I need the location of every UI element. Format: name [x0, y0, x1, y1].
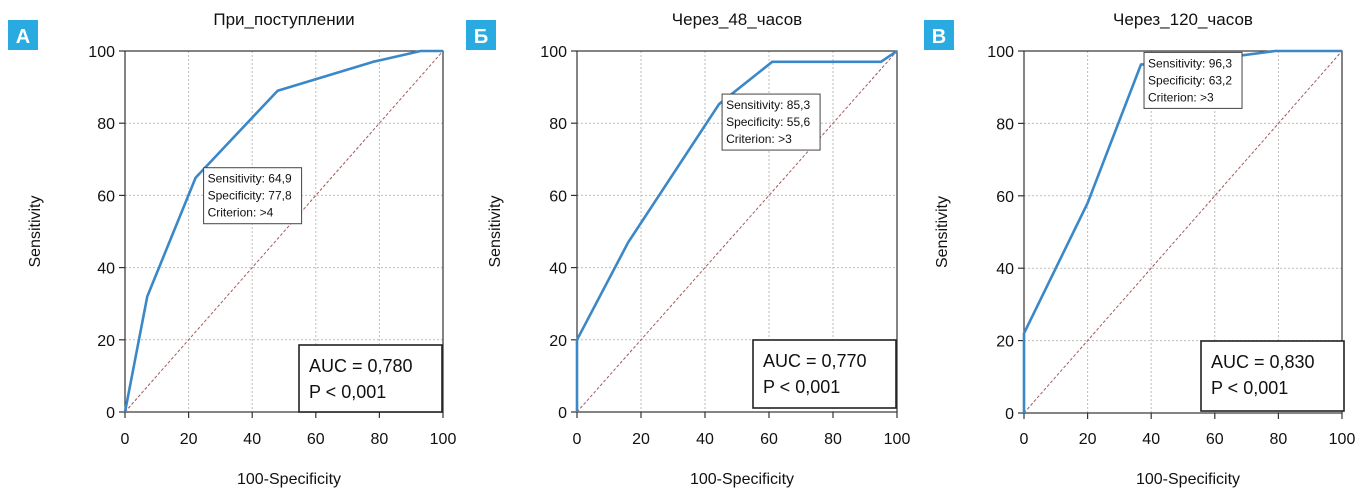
roc-curve	[1022, 49, 1342, 413]
y-tick-label: 40	[996, 261, 1014, 278]
plot-frame	[1023, 50, 1343, 414]
x-tick-label: 40	[696, 431, 714, 448]
y-tick-label: 60	[549, 188, 567, 205]
y-tick-label: 80	[549, 116, 567, 133]
cutoff-annotation-text: Sensitivity: 96,3	[1148, 56, 1232, 70]
reference-diagonal-line	[124, 50, 444, 413]
y-tick-label: 40	[97, 261, 115, 278]
auc-box	[298, 344, 443, 413]
x-axis-label: 100-Specificity	[1136, 471, 1240, 488]
x-tick-label: 60	[760, 431, 778, 448]
auc-stat-text: AUC = 0,780	[309, 356, 413, 376]
cutoff-annotation-text: Criterion: >4	[208, 206, 274, 220]
auc-box	[1200, 340, 1345, 412]
y-tick-label: 100	[540, 44, 567, 61]
x-tick-label: 0	[573, 431, 582, 448]
panel-letter: В	[932, 26, 946, 48]
reference-diagonal-line	[576, 50, 898, 413]
y-axis-label: Sensitivity	[934, 196, 951, 268]
x-axis-label: 100-Specificity	[237, 471, 341, 488]
cutoff-annotation-box	[1143, 51, 1243, 109]
cutoff-annotation-text: Criterion: >3	[1148, 90, 1214, 104]
chart-title: При_поступлении	[213, 10, 354, 29]
y-tick-label: 40	[549, 261, 567, 278]
y-tick-label: 0	[1005, 406, 1014, 423]
y-tick-label: 100	[88, 44, 115, 61]
x-tick-label: 0	[1020, 431, 1029, 448]
plot-frame	[124, 50, 444, 413]
plot-frame	[576, 50, 898, 413]
auc-stat-text: P < 0,001	[1211, 378, 1288, 398]
panel-badge	[924, 20, 954, 50]
y-tick-label: 20	[97, 333, 115, 350]
cutoff-annotation-box	[721, 93, 821, 151]
y-tick-label: 0	[558, 405, 567, 422]
y-tick-label: 80	[97, 116, 115, 133]
y-tick-label: 100	[987, 44, 1014, 61]
panel-badge	[466, 20, 496, 50]
x-tick-label: 60	[1206, 431, 1224, 448]
cutoff-annotation-box	[203, 167, 303, 225]
y-axis-label: Sensitivity	[487, 195, 504, 267]
cutoff-annotation-text: Specificity: 77,8	[208, 189, 292, 203]
y-tick-label: 0	[106, 405, 115, 422]
x-tick-label: 80	[1270, 431, 1288, 448]
x-tick-label: 0	[121, 431, 130, 448]
x-tick-label: 100	[430, 431, 457, 448]
x-tick-label: 80	[371, 431, 389, 448]
y-tick-label: 80	[996, 116, 1014, 133]
roc-curve	[123, 49, 443, 413]
y-tick-label: 20	[996, 334, 1014, 351]
y-tick-label: 60	[996, 189, 1014, 206]
x-tick-label: 20	[1079, 431, 1097, 448]
chart-panel: А При_поступлении 0 20 40 60 80 100 0 20 40 60 80 100…	[8, 10, 456, 488]
y-tick-label: 60	[97, 188, 115, 205]
panel-letter: А	[16, 26, 30, 48]
y-axis-label: Sensitivity	[27, 195, 44, 267]
chart-panel: В Через_120_часов 0 20 40 60 80 100 0 20 40 60 80 100…	[924, 10, 1355, 488]
auc-stat-text: AUC = 0,830	[1211, 352, 1315, 372]
auc-stat-text: P < 0,001	[763, 377, 840, 397]
cutoff-annotation-text: Sensitivity: 85,3	[726, 98, 810, 112]
chart-panel: Б Через_48_часов 0 20 40 60 80 100 0 20 40 60 80 100 1…	[466, 10, 910, 488]
x-tick-label: 80	[824, 431, 842, 448]
panel-letter: Б	[474, 26, 488, 48]
x-tick-label: 20	[632, 431, 650, 448]
y-tick-label: 20	[549, 333, 567, 350]
x-tick-label: 100	[884, 431, 911, 448]
chart-title: Через_48_часов	[672, 10, 802, 29]
auc-box	[752, 339, 897, 409]
x-tick-label: 40	[1142, 431, 1160, 448]
chart-title: Через_120_часов	[1113, 10, 1253, 29]
x-axis-label: 100-Specificity	[690, 471, 794, 488]
x-tick-label: 40	[243, 431, 261, 448]
cutoff-annotation-text: Sensitivity: 64,9	[208, 172, 292, 186]
cutoff-annotation-text: Specificity: 55,6	[726, 115, 810, 129]
auc-stat-text: AUC = 0,770	[763, 351, 867, 371]
x-tick-label: 20	[180, 431, 198, 448]
panel-badge	[8, 20, 38, 50]
cutoff-annotation-text: Criterion: >3	[726, 132, 792, 146]
x-tick-label: 60	[307, 431, 325, 448]
reference-diagonal-line	[1023, 50, 1343, 414]
cutoff-annotation-text: Specificity: 63,2	[1148, 73, 1232, 87]
roc-curve	[575, 49, 898, 412]
auc-stat-text: P < 0,001	[309, 382, 386, 402]
x-tick-label: 100	[1329, 431, 1356, 448]
